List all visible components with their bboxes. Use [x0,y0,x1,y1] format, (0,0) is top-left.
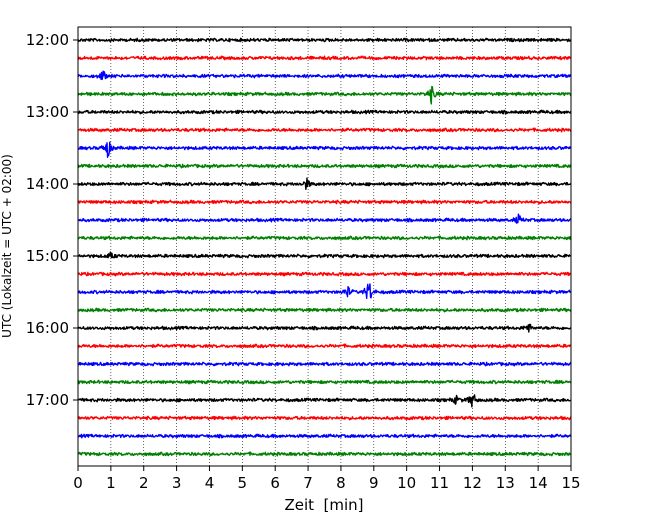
trace-1400 [77,177,572,190]
x-tick-label: 15 [561,474,580,492]
y-tick-label: 17:00 [26,391,69,409]
x-axis: 0 1 2 3 4 5 6 7 8 9 10 11 12 13 14 15 [73,466,581,492]
x-tick-label: 11 [430,474,449,492]
x-tick-label: 3 [172,474,182,492]
x-tick-label: 2 [139,474,149,492]
trace-1715 [77,415,572,421]
y-tick-label: 13:00 [26,103,69,121]
trace-1345 [77,163,572,169]
trace-1630 [77,361,572,367]
trace-1500 [77,251,572,259]
trace-1245 [77,85,572,105]
x-tick-label: 12 [463,474,482,492]
x-tick-label: 6 [270,474,280,492]
x-tick-label: 9 [369,474,379,492]
trace-1545 [77,307,572,313]
x-tick-label: 1 [106,474,116,492]
trace-1700 [77,394,572,408]
y-tick-label: 16:00 [26,319,69,337]
axes-frame [77,26,572,467]
trace-1615 [77,343,572,349]
grid-layer [110,27,539,466]
trace-1445 [77,235,572,241]
x-tick-label: 0 [73,474,83,492]
trace-layer [77,37,572,457]
y-axis-label: UTC (Lokalzeit = UTC + 02:00) [0,154,14,338]
trace-1415 [77,199,572,205]
trace-1730 [77,433,572,439]
x-tick-label: 10 [397,474,416,492]
trace-1330 [77,141,572,159]
x-tick-label: 13 [496,474,515,492]
trace-1315 [77,127,572,133]
trace-1430 [77,213,572,224]
trace-1530 [77,283,572,300]
trace-1600 [77,323,572,333]
trace-1745 [77,451,572,457]
y-tick-label: 12:00 [26,31,69,49]
y-tick-label: 15:00 [26,247,69,265]
trace-1200 [77,37,572,43]
x-tick-label: 7 [303,474,313,492]
x-tick-label: 4 [205,474,215,492]
x-tick-label: 5 [238,474,248,492]
x-axis-label: Zeit [min] [284,496,363,514]
trace-1230 [77,70,572,81]
x-tick-label: 8 [336,474,346,492]
trace-1515 [77,271,572,277]
x-tick-label: 14 [529,474,548,492]
trace-1645 [77,379,572,385]
y-tick-label: 14:00 [26,175,69,193]
trace-1300 [77,109,572,115]
y-axis: 12:00 13:00 14:00 15:00 16:00 17:00 [26,31,78,409]
trace-1215 [77,55,572,61]
